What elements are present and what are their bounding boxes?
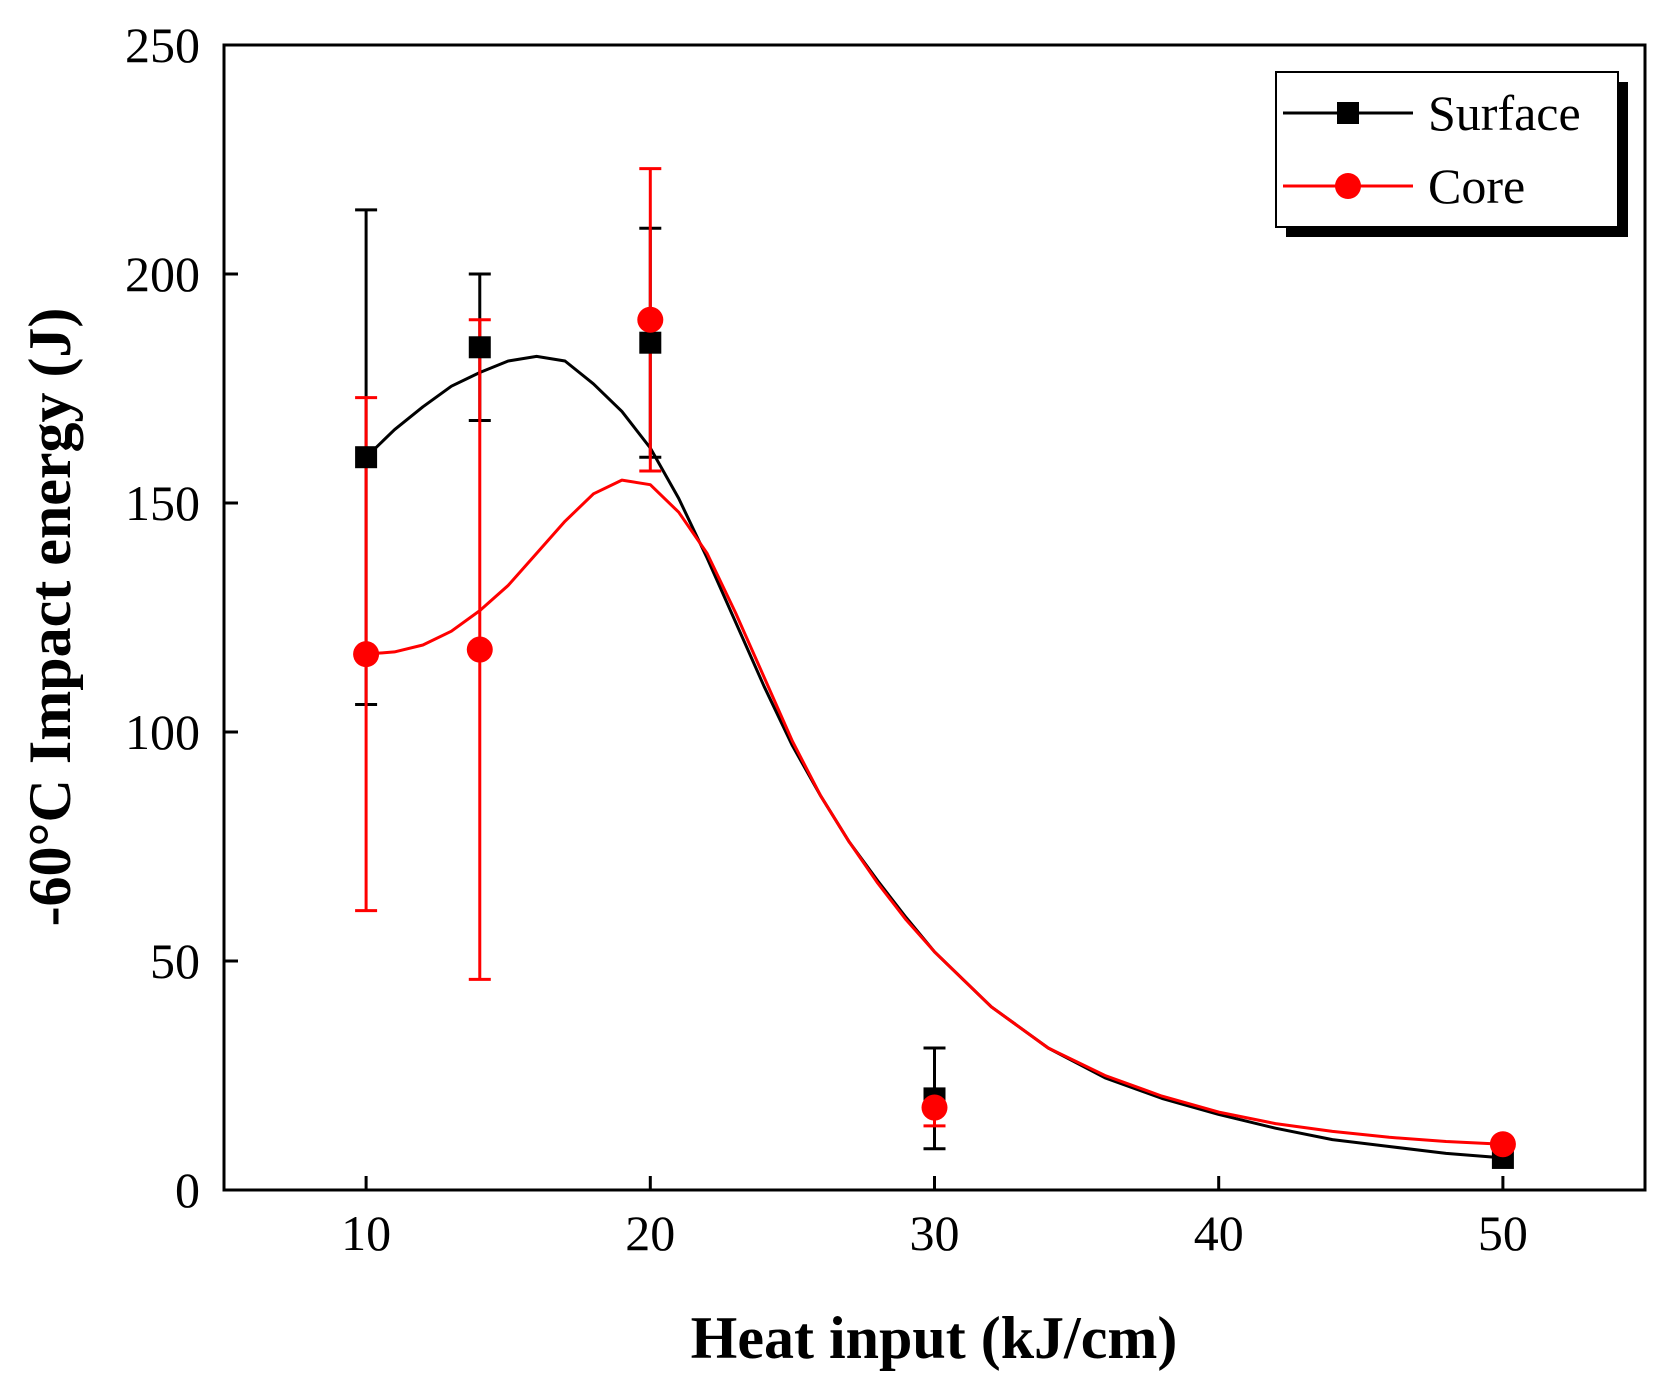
fit-curve-core xyxy=(365,478,1503,1146)
fit-curve-surface xyxy=(365,354,1504,1160)
data-point-core xyxy=(921,1094,948,1121)
legend-label-core: Core xyxy=(1428,158,1525,214)
y-tick-label: 100 xyxy=(125,704,200,760)
x-tick-label: 10 xyxy=(341,1205,391,1261)
y-axis-title: -60°C Impact energy (J) xyxy=(17,308,83,927)
data-point-core xyxy=(353,641,380,668)
y-tick-label: 50 xyxy=(150,933,200,989)
y-tick-label: 250 xyxy=(125,17,200,73)
data-point-surface xyxy=(639,331,662,354)
y-tick-label: 150 xyxy=(125,475,200,531)
data-point-core xyxy=(637,306,664,333)
y-tick-label: 0 xyxy=(175,1162,200,1218)
series-layer xyxy=(353,167,1516,1169)
x-tick-label: 40 xyxy=(1194,1205,1244,1261)
legend: Surface Core xyxy=(1275,71,1628,237)
x-tick-label: 20 xyxy=(625,1205,675,1261)
y-tick-label: 200 xyxy=(125,246,200,302)
data-point-surface xyxy=(468,336,491,359)
x-tick-label: 30 xyxy=(910,1205,960,1261)
y-axis-ticks: 0 50 100 150 200 250 xyxy=(125,17,238,1218)
data-point-core xyxy=(1489,1131,1516,1158)
x-tick-label: 50 xyxy=(1478,1205,1528,1261)
x-axis-ticks: 10 20 30 40 50 xyxy=(341,1176,1528,1261)
data-point-surface xyxy=(355,446,378,469)
legend-label-surface: Surface xyxy=(1428,85,1581,141)
legend-box xyxy=(1275,71,1619,228)
x-axis-title: Heat input (kJ/cm) xyxy=(691,1305,1178,1371)
legend-marker-surface xyxy=(1337,102,1359,124)
data-point-core xyxy=(466,636,493,663)
legend-marker-core xyxy=(1335,173,1361,199)
